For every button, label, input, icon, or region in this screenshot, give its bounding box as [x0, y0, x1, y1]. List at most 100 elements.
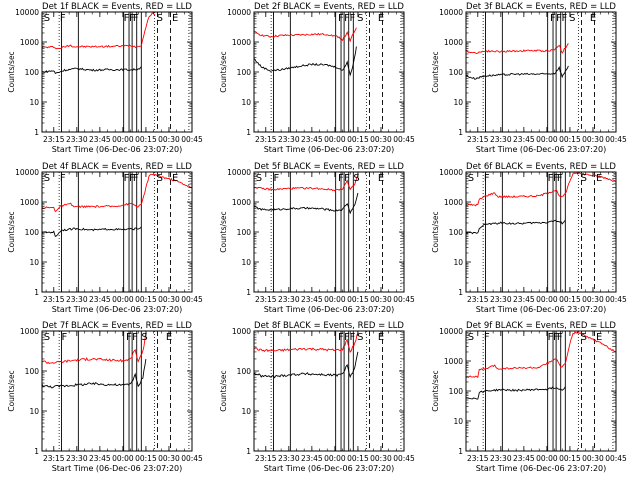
series-line-lld — [254, 27, 357, 43]
marker-letter: F — [338, 332, 344, 343]
y-tick-label: 10000 — [227, 168, 251, 177]
plot-frame — [41, 330, 193, 452]
y-tick-label: 1000 — [444, 357, 463, 366]
marker-letter: F — [132, 332, 138, 343]
x-tick-label: 00:15 — [347, 295, 369, 304]
x-tick-label: 23:30 — [490, 135, 512, 144]
x-tick-label: 00:00 — [536, 135, 558, 144]
x-tick-label: 23:30 — [66, 454, 88, 463]
marker-letter: F — [124, 173, 130, 184]
y-tick-label: 1 — [246, 128, 251, 137]
chart-title: Det 3f BLACK = Events, RED = LLD — [466, 2, 616, 12]
marker-letter: F — [60, 13, 66, 24]
x-tick-label: 00:45 — [605, 454, 627, 463]
y-tick-label: 1000 — [20, 327, 39, 336]
plot-frame — [253, 11, 405, 133]
series-line-events — [466, 219, 566, 235]
x-tick-label: 23:30 — [278, 135, 300, 144]
x-tick-label: 00:00 — [324, 135, 346, 144]
x-tick-label: 23:45 — [301, 295, 323, 304]
x-tick-label: 00:00 — [536, 295, 558, 304]
series-line-events — [42, 358, 147, 389]
y-tick-label: 1000 — [20, 38, 39, 47]
y-tick-label: 100 — [449, 68, 464, 77]
marker-letter: E — [172, 13, 178, 24]
x-tick-label: 00:30 — [582, 295, 604, 304]
marker-letter: F — [550, 13, 556, 24]
series-line-lld — [466, 172, 616, 207]
marker-letter: F — [129, 173, 135, 184]
series-line-lld — [42, 173, 192, 213]
x-tick-label: 23:15 — [467, 135, 489, 144]
y-tick-label: 10000 — [227, 8, 251, 17]
x-axis-label: Start Time (06-Dec-06 23:07:20) — [52, 464, 183, 473]
x-axis-label: Start Time (06-Dec-06 23:07:20) — [52, 305, 183, 314]
y-axis-label: Counts/sec — [7, 211, 16, 252]
x-tick-label: 00:45 — [181, 135, 203, 144]
chart-title: Det 2f BLACK = Events, RED = LLD — [254, 2, 404, 12]
x-tick-label: 00:30 — [158, 295, 180, 304]
y-tick-label: 10 — [241, 258, 251, 267]
marker-letter: E — [590, 13, 596, 24]
y-tick-label: 100 — [25, 367, 40, 376]
marker-letter: S — [357, 332, 363, 343]
x-axis-label: Start Time (06-Dec-06 23:07:20) — [476, 464, 607, 473]
x-tick-label: 00:45 — [605, 295, 627, 304]
marker-letter: F — [124, 13, 130, 24]
x-tick-label: 00:45 — [393, 135, 415, 144]
plot-frame — [465, 11, 617, 133]
marker-letter: S — [157, 13, 163, 24]
marker-letter: S — [357, 13, 363, 24]
marker-letter: S — [581, 332, 587, 343]
y-tick-label: 100 — [25, 68, 40, 77]
series-line-lld — [466, 43, 569, 54]
series-line-events — [466, 65, 569, 80]
x-tick-label: 00:15 — [559, 135, 581, 144]
series-line-events — [42, 66, 142, 75]
marker-letter: S — [581, 173, 587, 184]
x-tick-label: 00:45 — [605, 135, 627, 144]
series-line-events — [254, 192, 359, 215]
y-axis-label: Counts/sec — [431, 51, 440, 92]
x-tick-label: 23:30 — [490, 295, 512, 304]
marker-letter: F — [553, 332, 559, 343]
x-tick-label: 00:15 — [135, 135, 157, 144]
marker-letter: F — [548, 173, 554, 184]
x-tick-label: 00:30 — [370, 135, 392, 144]
marker-letter: F — [349, 332, 355, 343]
y-tick-label: 1000 — [232, 198, 251, 207]
marker-letter: S — [468, 173, 474, 184]
marker-letter: E — [596, 332, 602, 343]
x-tick-label: 23:30 — [66, 135, 88, 144]
x-tick-label: 00:30 — [158, 454, 180, 463]
y-tick-label: 10 — [29, 258, 39, 267]
x-axis-label: Start Time (06-Dec-06 23:07:20) — [264, 145, 395, 154]
marker-letter: E — [378, 332, 384, 343]
x-tick-label: 23:45 — [89, 454, 111, 463]
marker-letter: S — [44, 13, 50, 24]
x-tick-label: 23:15 — [255, 295, 277, 304]
x-tick-label: 00:15 — [135, 295, 157, 304]
x-tick-label: 00:00 — [324, 454, 346, 463]
y-tick-label: 10000 — [439, 168, 463, 177]
marker-letter: F — [557, 332, 563, 343]
x-tick-label: 23:45 — [513, 295, 535, 304]
x-tick-label: 00:45 — [393, 454, 415, 463]
x-tick-label: 00:30 — [158, 135, 180, 144]
marker-letter: S — [44, 332, 50, 343]
marker-letter: E — [596, 173, 602, 184]
y-tick-label: 1 — [34, 447, 39, 456]
marker-letter: S — [141, 332, 147, 343]
marker-letter: F — [133, 13, 139, 24]
plot-frame — [41, 171, 193, 293]
x-axis-label: Start Time (06-Dec-06 23:07:20) — [52, 145, 183, 154]
y-tick-label: 100 — [449, 228, 464, 237]
y-tick-label: 10000 — [15, 8, 39, 17]
marker-letter: F — [548, 332, 554, 343]
marker-letter: F — [349, 13, 355, 24]
y-tick-label: 1000 — [20, 198, 39, 207]
